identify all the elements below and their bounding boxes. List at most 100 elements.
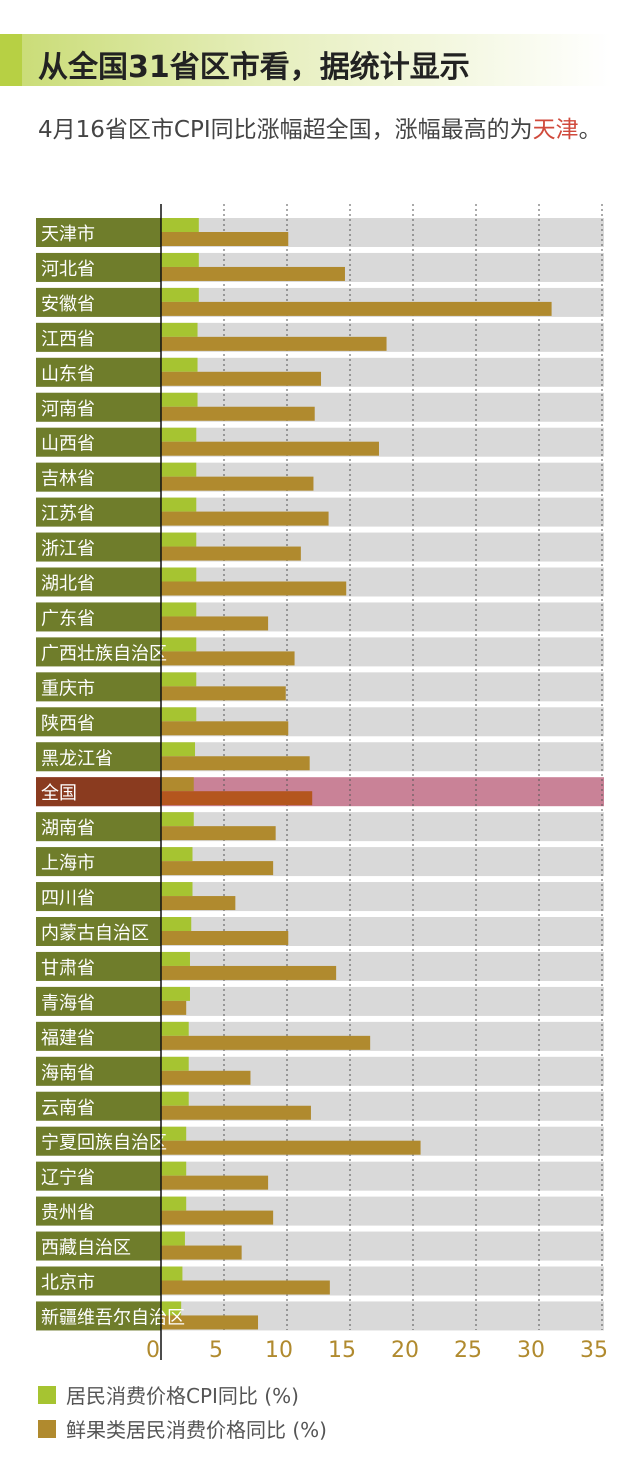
cpi-bar xyxy=(161,567,197,582)
cpi-bar xyxy=(161,847,193,862)
row-label: 山西省 xyxy=(41,434,95,455)
fresh-fruit-bar xyxy=(161,336,387,351)
fresh-fruit-bar xyxy=(161,371,322,386)
row-label-background xyxy=(36,1231,161,1261)
row-label: 四川省 xyxy=(41,888,95,909)
cpi-bar xyxy=(161,497,197,512)
tick-label: 5 xyxy=(209,1338,223,1363)
fresh-fruit-bar xyxy=(161,1105,311,1120)
row-label: 辽宁省 xyxy=(41,1168,95,1189)
fresh-fruit-bar xyxy=(161,476,314,491)
page-title: 从全国31省区市看，据统计显示 xyxy=(38,50,470,85)
cpi-bar xyxy=(161,777,194,792)
legend-item-fresh: 鲜果类居民消费价格同比 (%) xyxy=(38,1414,327,1443)
row-label: 海南省 xyxy=(41,1063,95,1084)
fresh-fruit-bar xyxy=(161,1035,371,1050)
fresh-fruit-bar xyxy=(161,1175,269,1190)
row-label-background xyxy=(36,847,161,877)
row-label-background xyxy=(36,1266,161,1296)
cpi-bar xyxy=(161,532,197,547)
row-label-background xyxy=(36,252,161,282)
row-label: 广东省 xyxy=(41,608,95,629)
cpi-bar xyxy=(161,602,197,617)
cpi-bar xyxy=(161,1161,187,1176)
row-label: 青海省 xyxy=(41,993,95,1014)
cpi-bar xyxy=(161,917,192,931)
fresh-fruit-bar xyxy=(161,581,347,596)
fresh-fruit-bar xyxy=(161,861,274,876)
row-label-background xyxy=(36,986,161,1016)
cpi-bar xyxy=(161,427,197,442)
row-label-background xyxy=(36,951,161,981)
tick-label: 25 xyxy=(454,1338,482,1363)
fresh-fruit-bar xyxy=(161,266,345,281)
fresh-fruit-bar xyxy=(161,511,329,526)
row-label: 湖南省 xyxy=(41,818,95,839)
fresh-fruit-bar xyxy=(161,965,337,980)
row-label-background xyxy=(36,777,161,807)
fresh-fruit-bar xyxy=(161,756,310,771)
row-label-background xyxy=(36,672,161,702)
cpi-bar xyxy=(161,812,194,827)
row-label-background xyxy=(36,1056,161,1086)
row-label-background xyxy=(36,1021,161,1051)
fresh-fruit-bar xyxy=(161,651,295,666)
row-label-background xyxy=(36,567,161,597)
row-label-background xyxy=(36,602,161,632)
row-label-background xyxy=(36,322,161,352)
row-label: 河北省 xyxy=(41,259,95,280)
row-label-background xyxy=(36,497,161,527)
row-label-background xyxy=(36,742,161,772)
fresh-fruit-bar xyxy=(161,1280,330,1295)
row-label: 江苏省 xyxy=(41,504,95,525)
legend-item-cpi: 居民消费价格CPI同比 (%) xyxy=(38,1380,299,1409)
title-banner xyxy=(0,34,612,86)
cpi-bar xyxy=(161,1266,183,1281)
cpi-bar xyxy=(161,1231,185,1246)
cpi-bar xyxy=(161,1056,189,1071)
fresh-fruit-bar xyxy=(161,826,276,841)
row-label-background xyxy=(36,1091,161,1121)
row-label-background xyxy=(36,427,161,457)
cpi-bar xyxy=(161,951,190,966)
cpi-bar xyxy=(161,357,198,372)
cpi-bar xyxy=(161,742,196,757)
cpi-bar xyxy=(161,392,198,407)
row-label-background xyxy=(36,882,161,912)
row-label: 全国 xyxy=(41,783,77,804)
row-label: 山东省 xyxy=(41,364,95,385)
tick-label: 0 xyxy=(146,1338,160,1363)
row-label: 宁夏回族自治区 xyxy=(41,1133,167,1154)
row-label-background xyxy=(36,637,161,667)
cpi-bar xyxy=(161,986,190,1001)
subtitle: 4月16省区市CPI同比涨幅超全国，涨幅最高的为天津。 xyxy=(38,113,618,148)
cpi-bar xyxy=(161,218,199,232)
cpi-bar xyxy=(161,882,193,897)
row-label-background xyxy=(36,532,161,562)
row-label: 福建省 xyxy=(41,1028,95,1049)
title-accent-bar xyxy=(0,34,22,86)
cpi-bar xyxy=(161,322,198,337)
row-label-background xyxy=(36,1161,161,1191)
row-label-background xyxy=(36,1301,161,1331)
tick-label: 10 xyxy=(265,1338,293,1363)
row-label-background xyxy=(36,462,161,492)
cpi-bar xyxy=(161,707,197,722)
row-label-background xyxy=(36,917,161,946)
row-label: 重庆市 xyxy=(41,678,95,699)
fresh-fruit-bar xyxy=(161,791,313,806)
fresh-fruit-bar xyxy=(161,441,379,456)
subtitle-highlight: 天津 xyxy=(532,117,579,143)
cpi-bar xyxy=(161,1021,189,1036)
fresh-fruit-bar xyxy=(161,896,236,911)
row-label: 云南省 xyxy=(41,1098,95,1119)
fresh-fruit-bar xyxy=(161,232,289,246)
row-label-background xyxy=(36,812,161,842)
fresh-fruit-bar xyxy=(161,1245,242,1260)
cpi-bar xyxy=(161,252,199,267)
row-label: 黑龙江省 xyxy=(41,748,113,769)
fresh-fruit-bar xyxy=(161,406,315,421)
fresh-fruit-bar xyxy=(161,686,286,701)
row-label-background xyxy=(36,1196,161,1226)
cpi-bar xyxy=(161,637,197,652)
